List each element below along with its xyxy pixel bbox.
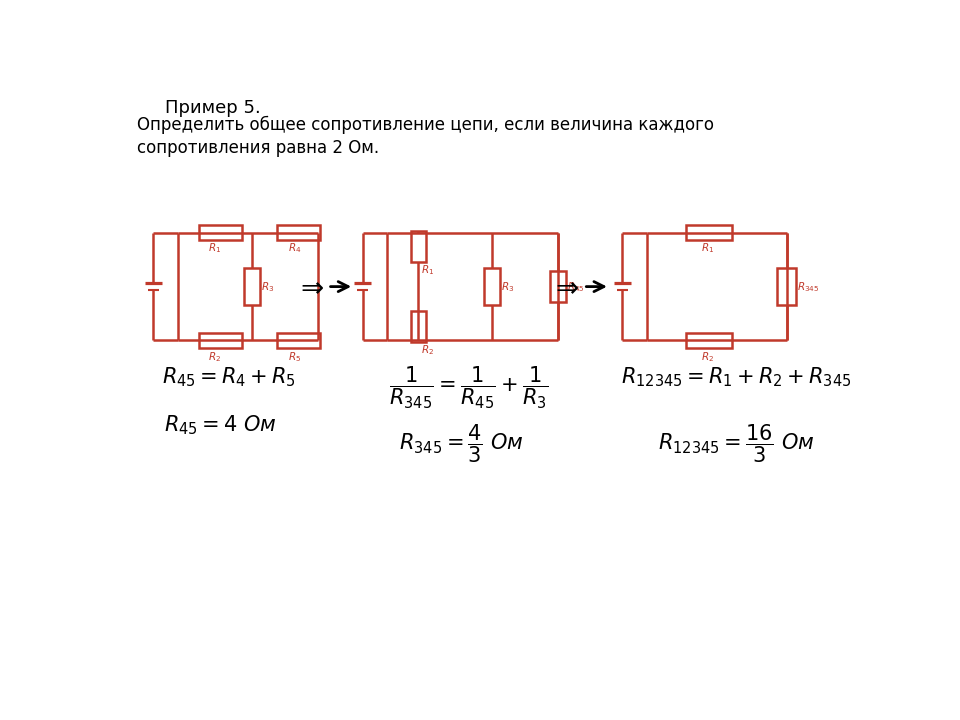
Text: $R_1$: $R_1$	[701, 241, 714, 255]
Text: $R_{45}$: $R_{45}$	[567, 280, 585, 294]
Text: $R_{345}$: $R_{345}$	[798, 280, 820, 294]
Text: $R_{45} = R_4 + R_5$: $R_{45} = R_4 + R_5$	[161, 365, 296, 389]
Text: $R_3$: $R_3$	[501, 280, 515, 294]
Text: $R_5$: $R_5$	[288, 351, 301, 364]
Text: $R_{12345} = R_1 + R_2 + R_{345}$: $R_{12345} = R_1 + R_2 + R_{345}$	[621, 365, 852, 389]
Text: Пример 5.: Пример 5.	[165, 99, 261, 117]
Text: $R_2$: $R_2$	[208, 351, 222, 364]
Bar	[685, 225, 732, 240]
Text: Определить общее сопротивление цепи, если величина каждого
сопротивления равна 2: Определить общее сопротивление цепи, есл…	[137, 116, 714, 158]
Text: $R_{45} = 4 \ \mathit{Ом}$: $R_{45} = 4 \ \mathit{Ом}$	[164, 414, 277, 437]
Text: $R_2$: $R_2$	[420, 343, 434, 357]
Bar	[778, 268, 796, 305]
Text: $\dfrac{1}{R_{345}} = \dfrac{1}{R_{45}} + \dfrac{1}{R_3}$: $\dfrac{1}{R_{345}} = \dfrac{1}{R_{45}} …	[389, 365, 548, 411]
Text: $\Rightarrow$: $\Rightarrow$	[295, 273, 324, 301]
Text: $R_2$: $R_2$	[701, 351, 714, 364]
Bar	[200, 225, 242, 240]
Text: $R_3$: $R_3$	[261, 280, 275, 294]
Bar	[484, 268, 500, 305]
Text: $R_4$: $R_4$	[288, 241, 301, 255]
Bar	[685, 333, 732, 348]
Text: $\Rightarrow$: $\Rightarrow$	[550, 273, 580, 301]
Bar	[411, 231, 426, 262]
Text: $R_{12345} = \dfrac{16}{3} \ \mathit{Ом}$: $R_{12345} = \dfrac{16}{3} \ \mathit{Ом}…	[658, 423, 814, 465]
Bar	[550, 271, 565, 302]
Text: $R_{345} = \dfrac{4}{3} \ \mathit{Ом}$: $R_{345} = \dfrac{4}{3} \ \mathit{Ом}$	[398, 423, 523, 465]
Text: $R_1$: $R_1$	[208, 241, 222, 255]
Text: $R_1$: $R_1$	[420, 264, 434, 277]
Bar	[276, 225, 320, 240]
Bar	[276, 333, 320, 348]
Bar	[200, 333, 242, 348]
Bar	[244, 268, 259, 305]
Bar	[411, 311, 426, 342]
